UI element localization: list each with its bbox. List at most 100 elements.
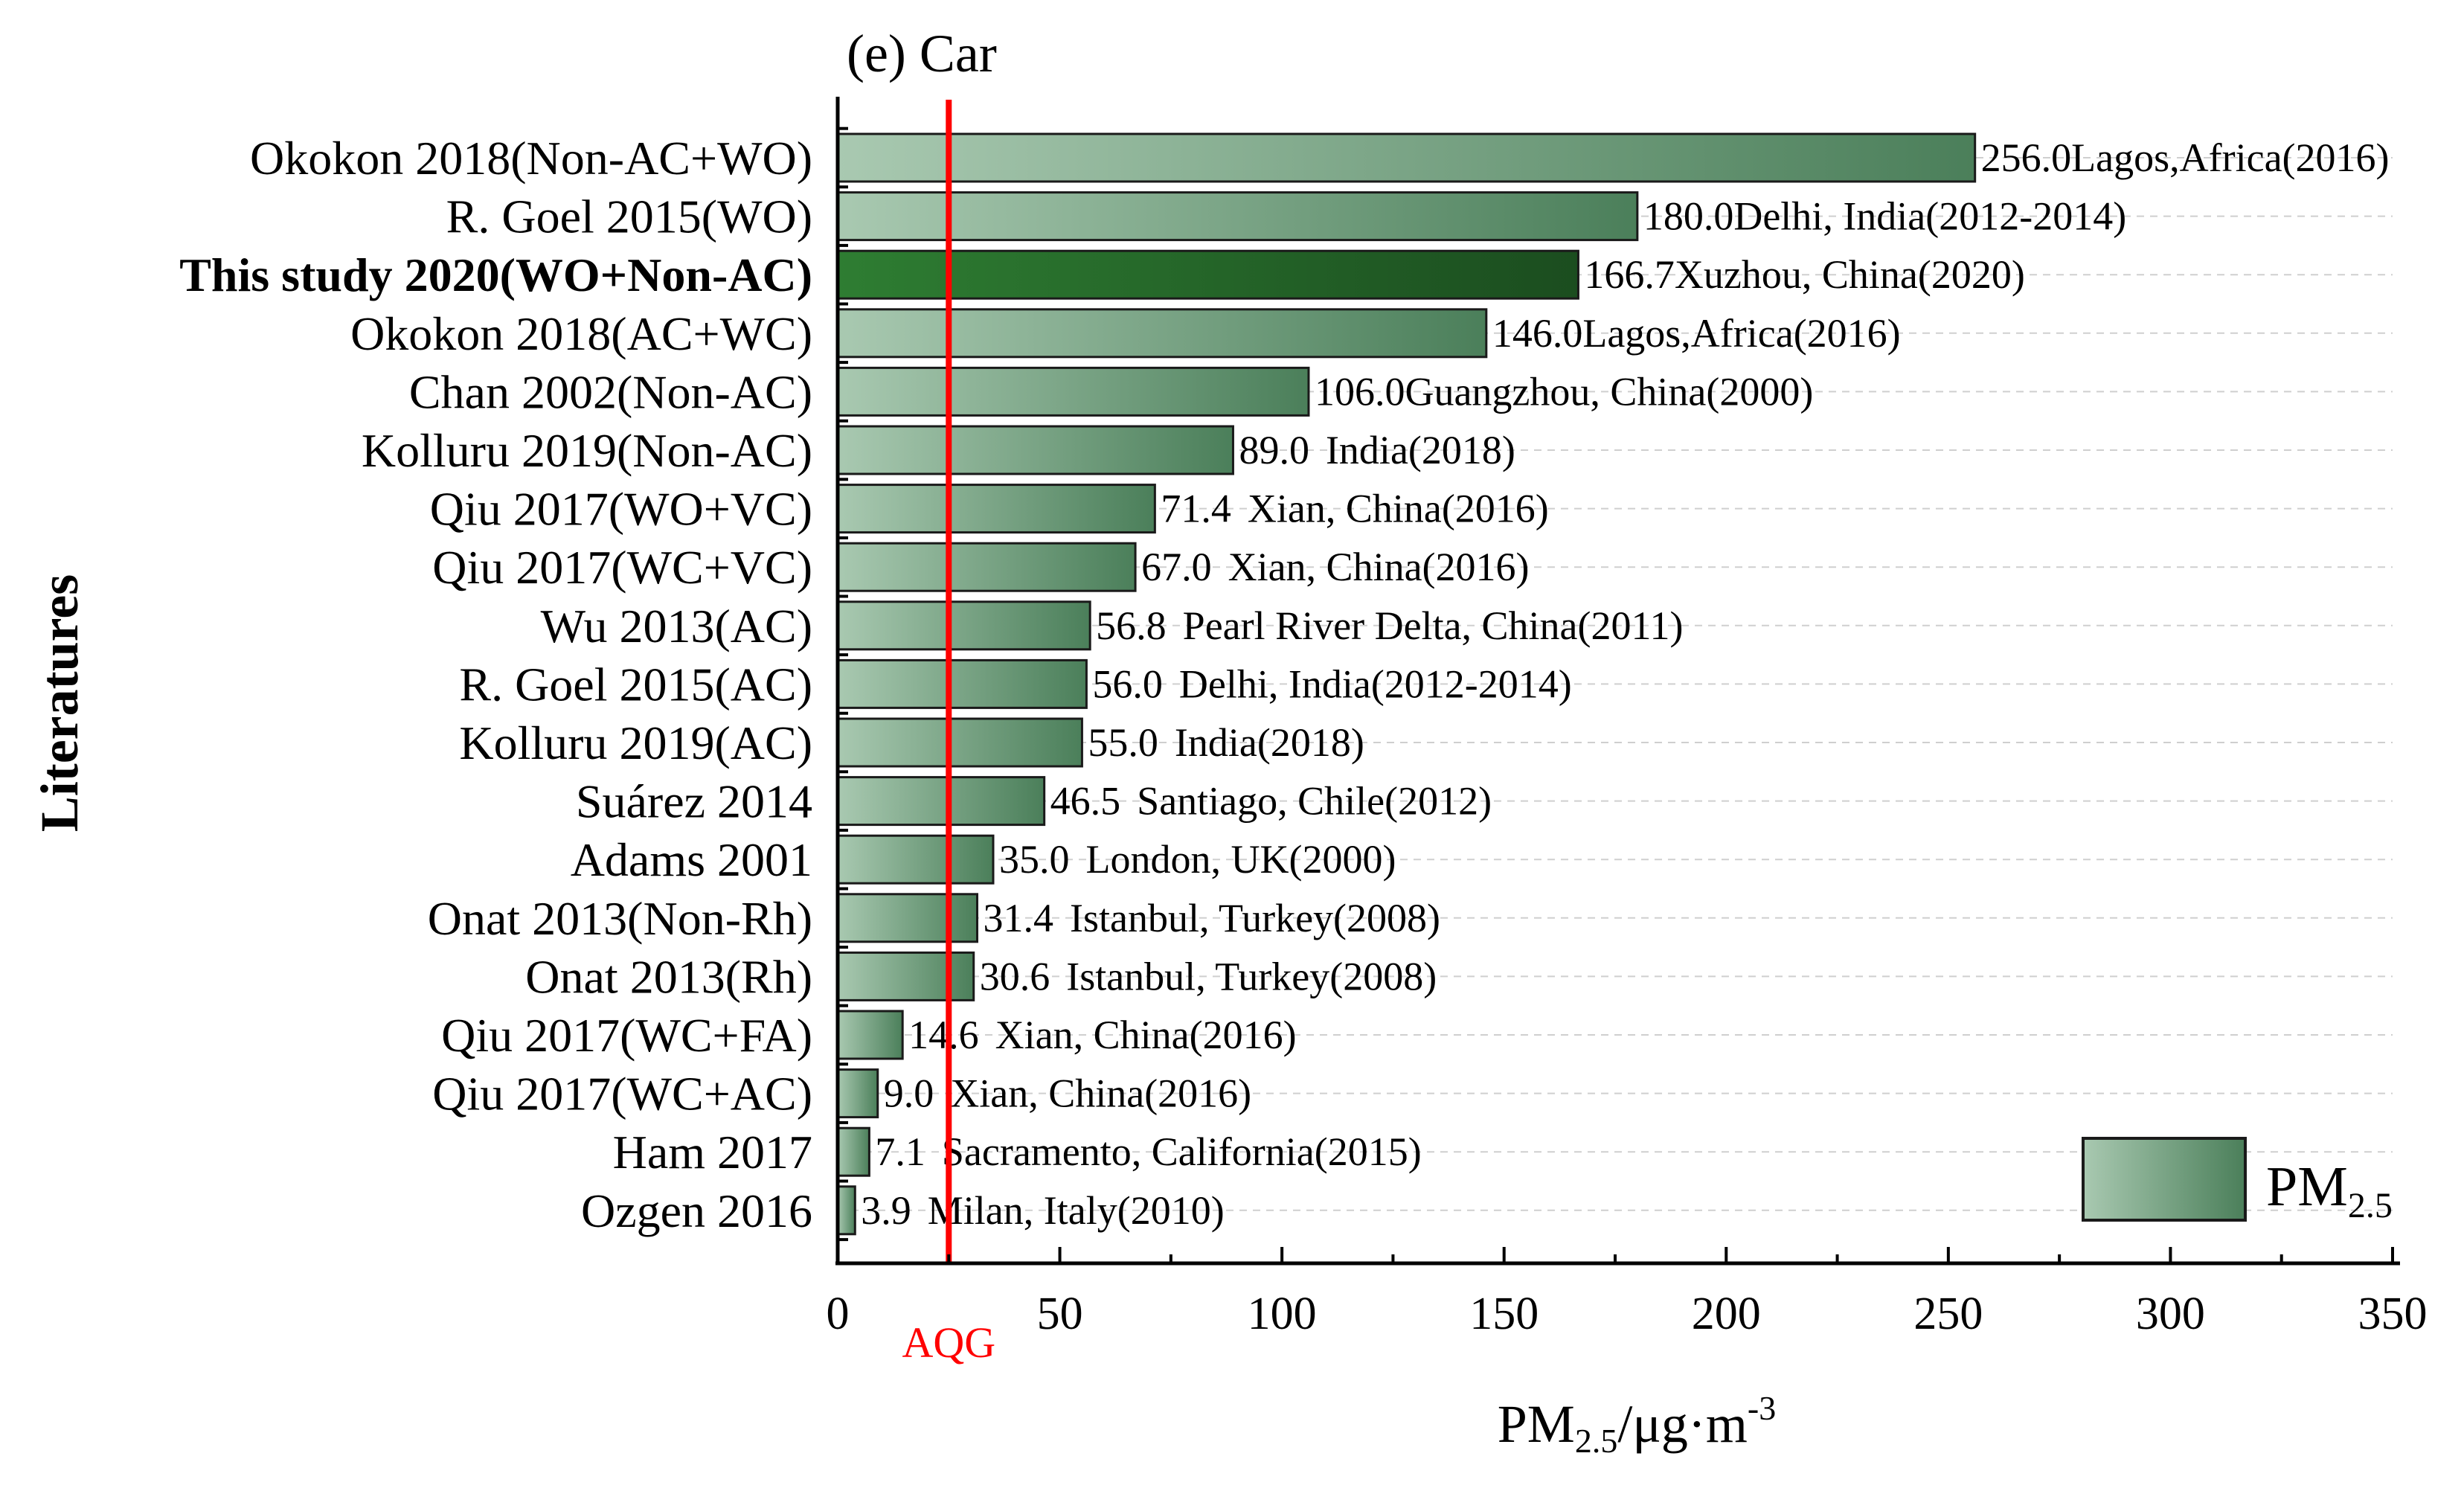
category-label: Kolluru 2019(AC) bbox=[459, 716, 812, 769]
data-label: 106.0Guangzhou, China(2000) bbox=[1315, 369, 1813, 414]
location-label: India(2018) bbox=[1326, 428, 1515, 472]
data-label: 35.0 London, UK(2000) bbox=[999, 837, 1396, 882]
category-label: Onat 2013(Rh) bbox=[525, 950, 812, 1003]
legend-swatch bbox=[2082, 1137, 2247, 1222]
value-label: 71.4 bbox=[1161, 487, 1231, 531]
category-label: This study 2020(WO+Non-AC) bbox=[179, 248, 812, 301]
category-label: Adams 2001 bbox=[571, 833, 812, 886]
location-label: Istanbul, Turkey(2008) bbox=[1066, 954, 1437, 998]
legend-label: PM2.5 bbox=[2266, 1155, 2393, 1225]
value-label: 56.8 bbox=[1096, 603, 1167, 648]
data-label: 31.4 Istanbul, Turkey(2008) bbox=[984, 896, 1441, 940]
bar bbox=[836, 1010, 904, 1060]
value-label: 146.0 bbox=[1492, 311, 1583, 356]
data-label: 46.5 Santiago, Chile(2012) bbox=[1050, 779, 1492, 824]
value-label: 46.5 bbox=[1050, 779, 1121, 824]
value-label: 56.0 bbox=[1092, 661, 1163, 706]
axes bbox=[835, 97, 2400, 1266]
location-label: Delhi, India(2012-2014) bbox=[1733, 194, 2126, 239]
data-label: 30.6 Istanbul, Turkey(2008) bbox=[980, 954, 1437, 998]
location-label: Santiago, Chile(2012) bbox=[1137, 779, 1492, 824]
data-label: 89.0 India(2018) bbox=[1239, 428, 1515, 472]
category-label: Qiu 2017(WC+AC) bbox=[432, 1068, 812, 1120]
category-label: Ozgen 2016 bbox=[581, 1184, 812, 1237]
data-label: 180.0Delhi, India(2012-2014) bbox=[1643, 194, 2126, 239]
location-label: Xian, China(2016) bbox=[1248, 487, 1549, 531]
value-labels: 256.0Lagos,Africa(2016)180.0Delhi, India… bbox=[861, 135, 2389, 1233]
data-label: 166.7Xuzhou, China(2020) bbox=[1584, 252, 2024, 297]
x-axis-label-unit: /μg·m bbox=[1617, 1394, 1748, 1454]
category-label: Ham 2017 bbox=[613, 1126, 812, 1178]
x-axis-label-sub: 2.5 bbox=[1575, 1422, 1618, 1460]
bar bbox=[836, 132, 1977, 183]
data-label: 71.4 Xian, China(2016) bbox=[1161, 487, 1548, 531]
value-label: 9.0 bbox=[884, 1071, 934, 1116]
location-label: India(2018) bbox=[1175, 720, 1364, 765]
category-label: Okokon 2018(Non-AC+WO) bbox=[250, 132, 812, 185]
y-axis-label: Literatures bbox=[30, 574, 89, 833]
bar bbox=[836, 484, 1156, 534]
location-label: Milan, Italy(2010) bbox=[928, 1188, 1225, 1233]
location-label: Xuzhou, China(2020) bbox=[1675, 252, 2025, 297]
x-tick-label: 350 bbox=[2358, 1289, 2428, 1339]
value-label: 7.1 bbox=[875, 1129, 925, 1174]
location-label: Xian, China(2016) bbox=[995, 1013, 1297, 1057]
value-label: 67.0 bbox=[1141, 545, 1212, 589]
category-label: Qiu 2017(WO+VC) bbox=[430, 483, 812, 536]
bar bbox=[836, 425, 1234, 475]
location-label: Xian, China(2016) bbox=[950, 1071, 1251, 1116]
bar bbox=[836, 893, 979, 943]
location-label: Delhi, India(2012-2014) bbox=[1179, 661, 1572, 706]
category-label: Qiu 2017(WC+VC) bbox=[432, 541, 812, 594]
value-label: 180.0 bbox=[1643, 194, 1734, 239]
x-tick-label: 100 bbox=[1248, 1289, 1317, 1339]
category-label: Onat 2013(Non-Rh) bbox=[428, 892, 812, 945]
location-label: Lagos,Africa(2016) bbox=[2071, 135, 2389, 180]
bar bbox=[836, 951, 975, 1001]
x-tick-label: 50 bbox=[1037, 1289, 1083, 1339]
value-label: 3.9 bbox=[861, 1188, 911, 1233]
x-axis-label-sup: -3 bbox=[1748, 1389, 1776, 1427]
category-label: Kolluru 2019(Non-AC) bbox=[362, 424, 812, 477]
data-label: 14.6 Xian, China(2016) bbox=[908, 1013, 1296, 1057]
location-label: London, UK(2000) bbox=[1086, 837, 1396, 882]
data-label: 7.1 Sacramento, California(2015) bbox=[875, 1129, 1421, 1174]
value-label: 106.0 bbox=[1315, 369, 1405, 414]
x-ticks: 0 50 100 150 200 250 300 350 bbox=[827, 1247, 2428, 1339]
bar bbox=[836, 776, 1046, 827]
location-label: Sacramento, California(2015) bbox=[942, 1129, 1422, 1174]
value-label: 35.0 bbox=[999, 837, 1070, 882]
data-label: 146.0Lagos,Africa(2016) bbox=[1492, 311, 1901, 356]
bar bbox=[836, 600, 1091, 651]
value-label: 31.4 bbox=[984, 896, 1054, 940]
category-label: R. Goel 2015(WO) bbox=[446, 190, 812, 243]
category-labels: Okokon 2018(Non-AC+WO)R. Goel 2015(WO)Th… bbox=[179, 132, 812, 1237]
x-tick-label: 200 bbox=[1692, 1289, 1761, 1339]
chart-title: (e) Car bbox=[847, 24, 997, 83]
value-label: 166.7 bbox=[1584, 252, 1675, 297]
legend-label-base: PM bbox=[2266, 1155, 2348, 1218]
category-label: Qiu 2017(WC+FA) bbox=[441, 1009, 812, 1062]
location-label: Guangzhou, China(2000) bbox=[1405, 369, 1813, 414]
x-axis-label: PM2.5/μg·m-3 bbox=[1498, 1389, 1776, 1460]
value-label: 30.6 bbox=[980, 954, 1050, 998]
data-label: 67.0 Xian, China(2016) bbox=[1141, 545, 1529, 589]
data-label: 256.0Lagos,Africa(2016) bbox=[1981, 135, 2390, 180]
location-label: Lagos,Africa(2016) bbox=[1582, 311, 1900, 356]
value-label: 55.0 bbox=[1088, 720, 1158, 765]
bar bbox=[836, 1126, 870, 1177]
data-label: 55.0 India(2018) bbox=[1088, 720, 1364, 765]
data-label: 56.8 Pearl River Delta, China(2011) bbox=[1096, 603, 1683, 648]
legend: PM2.5 bbox=[2082, 1137, 2393, 1225]
category-label: Suárez 2014 bbox=[576, 775, 812, 828]
value-label: 14.6 bbox=[908, 1013, 979, 1057]
location-label: Istanbul, Turkey(2008) bbox=[1070, 896, 1440, 940]
bar bbox=[836, 834, 995, 885]
data-label: 9.0 Xian, China(2016) bbox=[884, 1071, 1251, 1116]
bars bbox=[836, 132, 1977, 1236]
category-label: Chan 2002(Non-AC) bbox=[409, 365, 812, 418]
x-tick-label: 150 bbox=[1469, 1289, 1539, 1339]
bar bbox=[836, 366, 1310, 417]
value-label: 89.0 bbox=[1239, 428, 1309, 472]
